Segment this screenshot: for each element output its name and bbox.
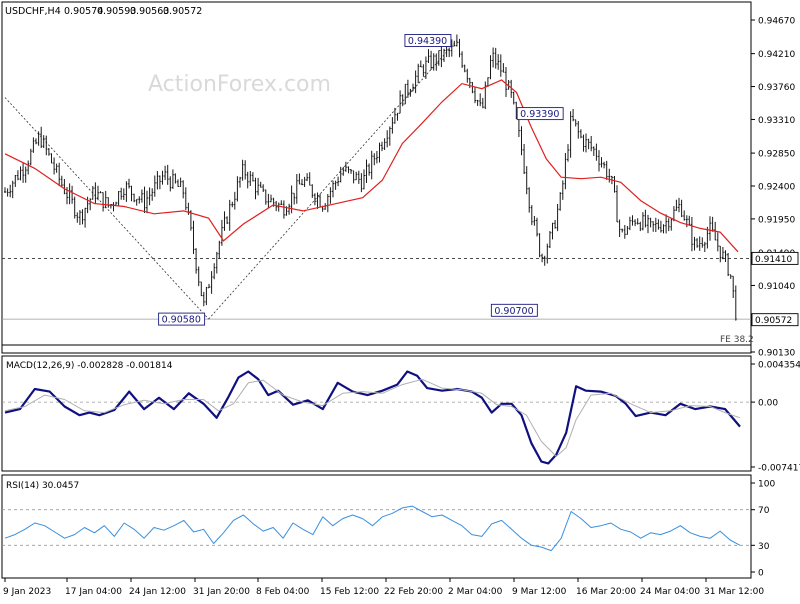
- price-annotation-box-0: [404, 34, 452, 47]
- time-axis-label-2: 24 Jan 12:00: [129, 587, 186, 597]
- current-price-label: 0.90572: [755, 316, 792, 326]
- rsi-axis-label-0: 100: [758, 480, 775, 490]
- moving-average-line: [4, 79, 739, 253]
- price-annotation-label-2: 0.90580: [162, 315, 201, 326]
- header-open: 0.90574: [64, 6, 103, 17]
- price-annotation-box-1: [516, 107, 564, 121]
- time-axis-label-0: 9 Jan 2023: [3, 587, 51, 597]
- current-price-box: [751, 313, 799, 327]
- header-close: 0.90572: [163, 6, 202, 17]
- rsi-line: [4, 505, 741, 552]
- header-low: 0.90563: [130, 6, 169, 17]
- macd-layer: [2, 370, 751, 465]
- axis-layer: 0.94670 0.94210 0.93760 0.93310 0.92850 0.924…: [3, 17, 800, 598]
- price-axis-label-0: 0.94670: [758, 17, 795, 27]
- rsi-axis-label-1: 70: [758, 506, 770, 516]
- time-axis-label-7: 2 Mar 04:00: [448, 587, 503, 597]
- price-annotation-label-3: 0.90700: [494, 306, 533, 317]
- level-value-box: [751, 251, 799, 265]
- price-axis-label-2: 0.93760: [758, 83, 795, 93]
- time-axis-label-10: 24 Mar 04:00: [640, 587, 700, 597]
- price-axis-label-3: 0.93310: [758, 116, 795, 126]
- price-annotation-label-0: 0.94390: [408, 36, 447, 47]
- price-annotation-label-1: 0.93390: [520, 109, 559, 120]
- price-axis-label-1: 0.94210: [758, 50, 795, 60]
- time-axis-label-11: 31 Mar 12:00: [704, 587, 764, 597]
- rsi-axis-label-3: 0: [758, 569, 764, 579]
- price-axis-label-5: 0.92400: [758, 183, 795, 193]
- time-axis-label-5: 15 Feb 12:00: [320, 587, 379, 597]
- rsi-pane-frame: [1, 474, 752, 579]
- time-axis-label-1: 17 Jan 04:00: [65, 587, 122, 597]
- time-axis-label-8: 9 Mar 12:00: [512, 587, 567, 597]
- level-value-label: 0.91410: [755, 255, 792, 265]
- rsi-axis-label-2: 30: [758, 542, 770, 552]
- macd-signal-line: [4, 378, 741, 457]
- price-annotation-box-3: [490, 303, 538, 317]
- price-layer: 0.94390 0.93390 0.90580 0.90700: [2, 34, 751, 326]
- rsi-layer: [2, 505, 751, 552]
- time-axis-label-6: 22 Feb 20:00: [384, 587, 443, 597]
- macd-line: [4, 370, 741, 465]
- rsi-title: RSI(14) 30.0457: [6, 481, 79, 491]
- price-axis-label-8: 0.91040: [758, 282, 795, 292]
- price-axis-label-6: 0.91950: [758, 215, 795, 225]
- macd-title: MACD(12,26,9) -0.002828 -0.001814: [6, 361, 173, 371]
- price-axis-label-4: 0.92850: [758, 150, 795, 160]
- fe-level-label: FE 38.2: [720, 335, 754, 345]
- price-pane-frame: [1, 1, 752, 354]
- macd-pane-frame: [1, 355, 752, 472]
- header-symbol: USDCHF,H4: [5, 6, 61, 17]
- macd-axis-label-2: -0.007417: [758, 464, 800, 474]
- macd-axis-label-1: 0.00: [758, 399, 778, 409]
- swing-line-0: [4, 97, 209, 320]
- macd-axis-label-0: 0.004354: [758, 361, 800, 371]
- time-axis-label-9: 16 Mar 20:00: [576, 587, 636, 597]
- time-axis-label-4: 8 Feb 04:00: [256, 587, 310, 597]
- watermark: ActionForex.com: [148, 72, 331, 97]
- header-high: 0.90593: [97, 6, 136, 17]
- price-annotation-box-2: [158, 312, 206, 326]
- time-axis-label-3: 31 Jan 20:00: [193, 587, 250, 597]
- price-bars: [4, 34, 737, 321]
- price-axis-label-10: 0.90130: [758, 349, 795, 359]
